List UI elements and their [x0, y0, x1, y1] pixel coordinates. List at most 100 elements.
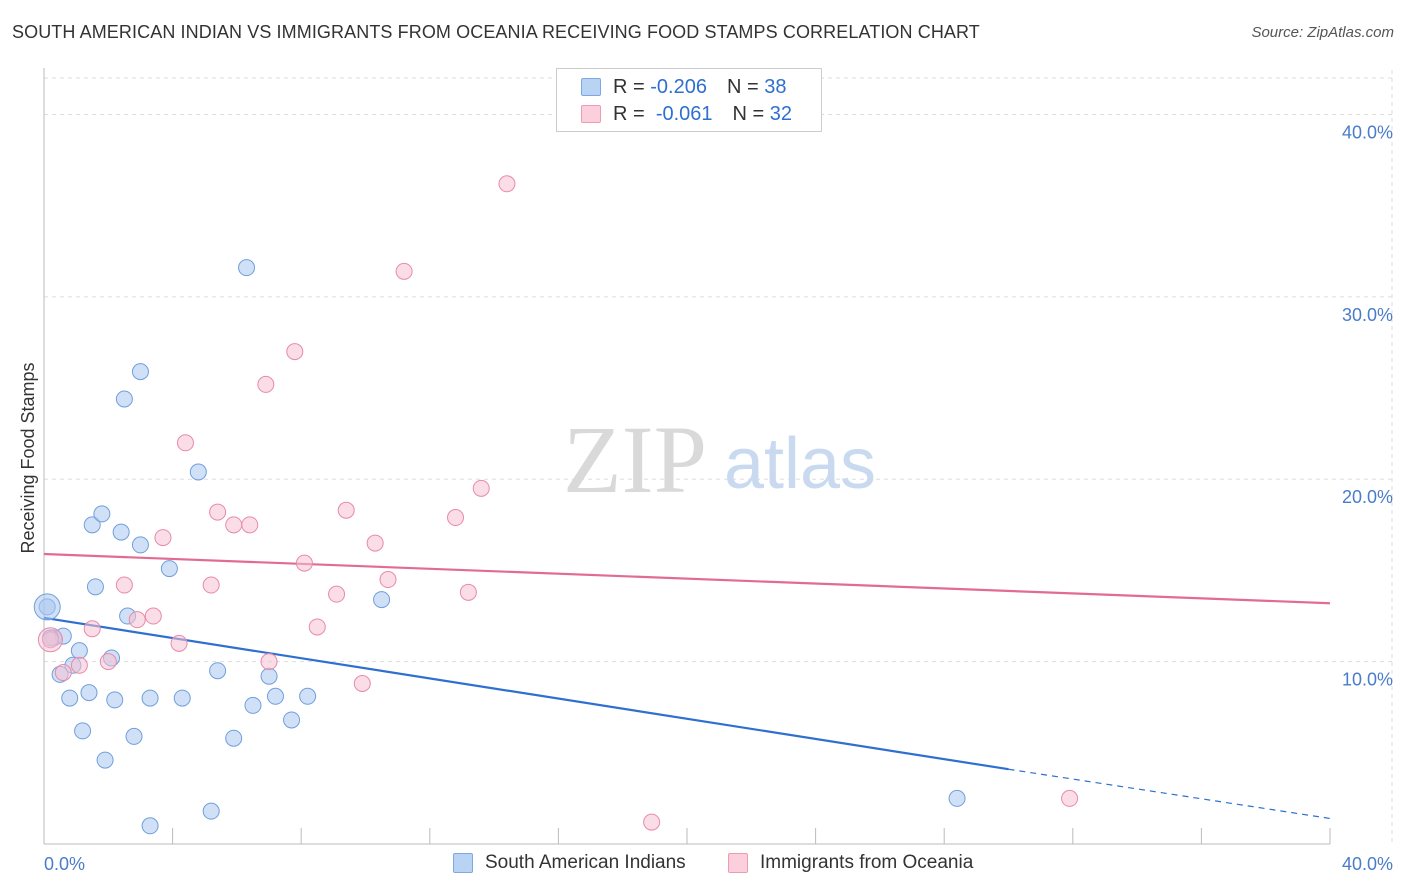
- point-south-american-indians: [70, 642, 88, 660]
- legend-r-value: -0.206: [650, 75, 707, 98]
- legend-n-label: N =: [732, 102, 765, 125]
- point-immigrants-from-oceania: [498, 175, 516, 193]
- point-immigrants-from-oceania: [37, 627, 63, 653]
- point-immigrants-from-oceania: [170, 634, 188, 652]
- point-immigrants-from-oceania: [295, 554, 313, 572]
- point-south-american-indians: [115, 390, 133, 408]
- point-south-american-indians: [160, 560, 178, 578]
- grid-lines: [44, 70, 1393, 844]
- point-immigrants-from-oceania: [1061, 789, 1079, 807]
- legend-swatch-blue: [453, 853, 473, 873]
- y-tick-label: 30.0%: [1342, 305, 1393, 325]
- legend-item-label: Immigrants from Oceania: [760, 852, 974, 873]
- y-tick-label: 20.0%: [1342, 487, 1393, 507]
- point-immigrants-from-oceania: [447, 509, 465, 527]
- axes: [43, 68, 1331, 845]
- point-south-american-indians: [373, 591, 391, 609]
- point-immigrants-from-oceania: [257, 375, 275, 393]
- trend-line-south-american-indians: [43, 616, 1009, 771]
- point-south-american-indians: [283, 711, 301, 729]
- point-immigrants-from-oceania: [459, 583, 477, 601]
- point-south-american-indians: [125, 727, 143, 745]
- legend-row-south-american-indians: R = -0.206 N = 38: [581, 76, 786, 98]
- point-south-american-indians: [112, 523, 130, 541]
- point-south-american-indians: [33, 593, 61, 621]
- y-tick-label: 10.0%: [1342, 670, 1393, 690]
- point-immigrants-from-oceania: [643, 813, 661, 831]
- point-south-american-indians: [209, 662, 227, 680]
- point-south-american-indians: [106, 691, 124, 709]
- point-immigrants-from-oceania: [353, 675, 371, 693]
- point-south-american-indians: [93, 505, 111, 523]
- point-immigrants-from-oceania: [154, 529, 172, 547]
- point-immigrants-from-oceania: [83, 620, 101, 638]
- legend-row-immigrants-from-oceania: R = -0.061 N = 32: [581, 103, 792, 125]
- point-south-american-indians: [96, 751, 114, 769]
- point-immigrants-from-oceania: [128, 611, 146, 629]
- point-immigrants-from-oceania: [379, 571, 397, 589]
- correlation-legend: R = -0.206 N = 38 R = -0.061 N = 32: [556, 68, 822, 132]
- legend-swatch-pink: [581, 105, 601, 123]
- point-immigrants-from-oceania: [308, 618, 326, 636]
- point-south-american-indians: [131, 363, 149, 381]
- trend-line-immigrants-from-oceania: [43, 552, 1331, 605]
- point-immigrants-from-oceania: [286, 343, 304, 361]
- point-south-american-indians: [141, 817, 159, 835]
- point-immigrants-from-oceania: [225, 516, 243, 534]
- legend-swatch-blue: [581, 78, 601, 96]
- point-immigrants-from-oceania: [115, 576, 133, 594]
- point-immigrants-from-oceania: [209, 503, 227, 521]
- point-south-american-indians: [173, 689, 191, 707]
- point-south-american-indians: [244, 696, 262, 714]
- point-south-american-indians: [61, 689, 79, 707]
- point-south-american-indians: [238, 259, 256, 277]
- source-label: Source: ZipAtlas.com: [1251, 24, 1394, 41]
- legend-item-label: South American Indians: [485, 852, 686, 873]
- point-south-american-indians: [202, 802, 220, 820]
- point-south-american-indians: [86, 578, 104, 596]
- x-tick-labels: 0.0% 40.0%: [44, 854, 1393, 874]
- point-immigrants-from-oceania: [472, 479, 490, 497]
- series-legend: South American Indians Immigrants from O…: [0, 852, 1406, 878]
- watermark-atlas: atlas: [724, 424, 876, 504]
- point-south-american-indians: [131, 536, 149, 554]
- legend-item-south-american-indians[interactable]: South American Indians: [453, 852, 686, 874]
- legend-n-label: N =: [726, 75, 759, 98]
- point-immigrants-from-oceania: [99, 653, 117, 671]
- point-immigrants-from-oceania: [328, 585, 346, 603]
- point-immigrants-from-oceania: [202, 576, 220, 594]
- point-south-american-indians: [260, 667, 278, 685]
- point-immigrants-from-oceania: [241, 516, 259, 534]
- point-south-american-indians: [299, 687, 317, 705]
- point-south-american-indians: [266, 687, 284, 705]
- point-immigrants-from-oceania: [395, 262, 413, 280]
- point-immigrants-from-oceania: [54, 664, 72, 682]
- legend-r-value: -0.061: [655, 102, 713, 125]
- point-south-american-indians: [141, 689, 159, 707]
- point-south-american-indians: [189, 463, 207, 481]
- y-tick-label: 40.0%: [1342, 122, 1393, 142]
- x-tick-label: 0.0%: [44, 854, 85, 874]
- legend-r-label: R =: [613, 102, 645, 125]
- point-immigrants-from-oceania: [144, 607, 162, 625]
- y-tick-labels: 10.0% 20.0% 30.0% 40.0%: [1342, 122, 1393, 689]
- point-south-american-indians: [948, 789, 966, 807]
- point-south-american-indians: [225, 729, 243, 747]
- legend-n-value: 38: [764, 75, 787, 98]
- y-axis-label: Receiving Food Stamps: [18, 362, 38, 553]
- chart-title: SOUTH AMERICAN INDIAN VS IMMIGRANTS FROM…: [12, 22, 980, 42]
- point-south-american-indians: [74, 722, 92, 740]
- trend-lines: [43, 552, 1331, 820]
- watermark-zip: ZIP: [563, 406, 707, 513]
- trend-line-extension: [1008, 768, 1331, 820]
- legend-r-label: R =: [613, 75, 645, 98]
- point-immigrants-from-oceania: [260, 653, 278, 671]
- data-points: [33, 175, 1079, 835]
- x-tick-label: 40.0%: [1342, 854, 1393, 874]
- point-south-american-indians: [80, 684, 98, 702]
- point-immigrants-from-oceania: [337, 501, 355, 519]
- legend-item-immigrants-from-oceania[interactable]: Immigrants from Oceania: [728, 852, 973, 874]
- point-south-american-indians: [83, 516, 101, 534]
- legend-n-value: 32: [769, 102, 793, 125]
